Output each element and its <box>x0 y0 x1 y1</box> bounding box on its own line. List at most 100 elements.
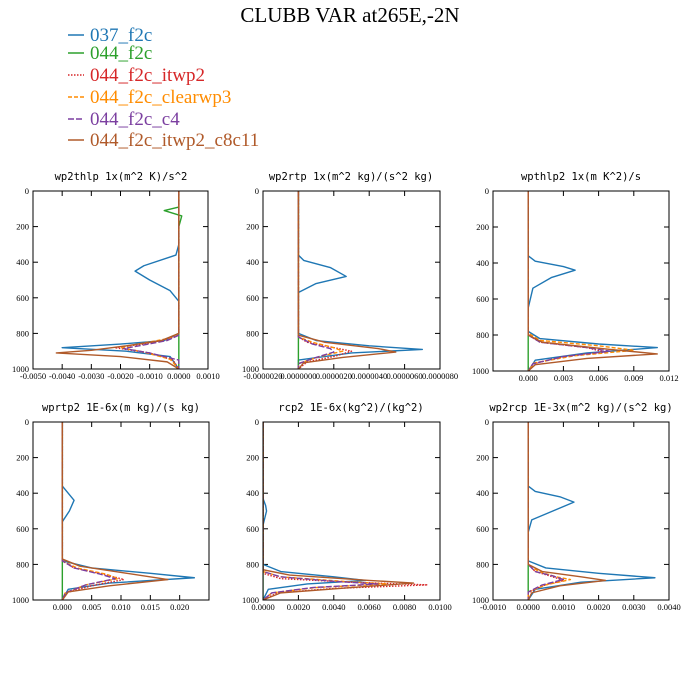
series-line-044-f2c-c4 <box>297 191 335 369</box>
y-tick-label: 0 <box>485 186 489 196</box>
y-tick-label: 200 <box>476 453 489 463</box>
y-tick-label: 600 <box>246 293 259 303</box>
series-line-044-f2c-c4 <box>122 191 180 369</box>
y-tick-label: 800 <box>246 328 259 338</box>
x-tick-label: 0.010 <box>111 602 130 612</box>
x-tick-label: 0.000 <box>519 373 538 383</box>
y-tick-label: 800 <box>16 328 29 338</box>
y-tick-label: 1000 <box>242 364 259 374</box>
x-tick-label: -0.0000020 <box>244 371 283 381</box>
series-line-044-f2c-itwp2-c8c11 <box>61 422 169 600</box>
x-tick-label: -0.0040 <box>49 371 75 381</box>
x-tick-label: 0.0000 <box>517 602 540 612</box>
y-tick-label: 0 <box>25 186 29 196</box>
x-tick-label: 0.003 <box>554 373 573 383</box>
x-tick-label: 0.0000060 <box>387 371 423 381</box>
figure-title: CLUBB VAR at265E,-2N <box>240 3 459 27</box>
x-tick-label: 0.0010 <box>196 371 219 381</box>
x-tick-label: 0.0000 <box>167 371 190 381</box>
y-tick-label: 600 <box>16 293 29 303</box>
x-tick-label: -0.0050 <box>20 371 46 381</box>
y-tick-label: 200 <box>476 222 489 232</box>
series-line-044-f2c-itwp2 <box>527 191 606 371</box>
series-line-044-f2c-itwp2 <box>263 422 429 600</box>
y-tick-label: 800 <box>476 330 489 340</box>
series-group <box>61 422 196 600</box>
y-tick-label: 400 <box>476 258 489 268</box>
y-tick-label: 1000 <box>242 595 259 605</box>
legend-label-044-f2c-c4: 044_f2c_c4 <box>90 109 180 130</box>
series-line-044-f2c-c4 <box>263 422 379 600</box>
x-tick-label: 0.020 <box>170 602 189 612</box>
x-tick-label: 0.0000040 <box>351 371 387 381</box>
panel-title: rcp2 1E-6x(kg^2)/(kg^2) <box>278 402 423 414</box>
legend-label-044-f2c-itwp2: 044_f2c_itwp2 <box>90 65 205 86</box>
legend-label-044-f2c: 044_f2c <box>90 43 152 64</box>
x-tick-label: 0.0040 <box>322 602 345 612</box>
panel-6: wp2rcp 1E-3x(m^2 kg)/(s^2 kg)0 200 400 600 8… <box>472 402 681 612</box>
panel-3: wpthlp2 1x(m K^2)/s 0 200 400 600 800 1000 0.00… <box>472 171 679 383</box>
x-tick-label: 0.0030 <box>622 602 645 612</box>
y-tick-label: 800 <box>476 559 489 569</box>
series-group <box>527 422 656 600</box>
panel-title: wpthlp2 1x(m K^2)/s <box>521 171 641 183</box>
panel-4: wprtp2 1E-6x(m kg)/(s kg) 0 200 400 600 800 10… <box>12 402 210 612</box>
plot-frame <box>32 190 209 370</box>
x-tick-label: 0.0010 <box>552 602 575 612</box>
x-tick-label: 0.0020 <box>287 602 310 612</box>
x-tick-label: 0.0040 <box>657 602 680 612</box>
plot-frame <box>492 190 670 372</box>
panel-2: wp2rtp 1x(m^2 kg)/(s^2 kg) 0 200 400 600 800 1… <box>242 171 458 381</box>
x-tick-label: 0.005 <box>82 602 101 612</box>
panel-title: wp2rcp 1E-3x(m^2 kg)/(s^2 kg) <box>489 402 672 414</box>
y-tick-label: 600 <box>246 524 259 534</box>
panel-1: wp2thlp 1x(m^2 K)/s^202004006008001000-0… <box>12 171 220 381</box>
x-tick-label: 0.006 <box>589 373 608 383</box>
y-tick-label: 0 <box>255 186 259 196</box>
y-tick-label: 0 <box>25 417 29 427</box>
y-tick-label: 400 <box>246 488 259 498</box>
y-tick-label: 1000 <box>472 366 489 376</box>
x-tick-label: -0.0010 <box>480 602 506 612</box>
x-tick-label: 0.012 <box>659 373 678 383</box>
panel-title: wp2rtp 1x(m^2 kg)/(s^2 kg) <box>269 171 433 183</box>
y-tick-label: 600 <box>476 294 489 304</box>
legend-label-044-f2c-itwp2-c8c11: 044_f2c_itwp2_c8c11 <box>90 130 259 151</box>
legend-label-037-f2c: 037_f2c <box>90 25 152 46</box>
x-tick-label: -0.0010 <box>137 371 163 381</box>
legend-label-044-f2c-clearwp3: 044_f2c_clearwp3 <box>90 87 231 108</box>
y-tick-label: 1000 <box>12 364 29 374</box>
panel-title: wprtp2 1E-6x(m kg)/(s kg) <box>42 402 200 414</box>
series-group <box>527 191 658 371</box>
y-tick-label: 200 <box>16 453 29 463</box>
y-tick-label: 200 <box>246 453 259 463</box>
series-line-044-f2c-itwp2-c8c11 <box>527 191 658 371</box>
y-tick-label: 400 <box>16 488 29 498</box>
y-tick-label: 0 <box>485 417 489 427</box>
panel-title: wp2thlp 1x(m^2 K)/s^2 <box>55 171 188 183</box>
x-tick-label: 0.000 <box>53 602 72 612</box>
series-line-044-f2c-itwp2-c8c11 <box>297 191 397 369</box>
series-line-044-f2c-itwp2-c8c11 <box>55 191 180 369</box>
plot-frame <box>32 421 210 601</box>
series-line-044-f2c-itwp2-c8c11 <box>527 422 607 600</box>
panels-group: wp2thlp 1x(m^2 K)/s^202004006008001000-0… <box>12 171 681 612</box>
x-tick-label: 0.0080 <box>393 602 416 612</box>
series-line-044-f2c-itwp2-c8c11 <box>263 422 415 600</box>
x-tick-label: 0.0000080 <box>422 371 458 381</box>
y-tick-label: 200 <box>16 222 29 232</box>
plot-frame <box>262 421 441 601</box>
plot-frame <box>262 190 441 370</box>
y-tick-label: 1000 <box>12 595 29 605</box>
y-tick-label: 400 <box>476 488 489 498</box>
series-group <box>263 422 429 600</box>
x-tick-label: 0.0100 <box>428 602 451 612</box>
legend: 037_f2c 044_f2c 044_f2c_itwp2 044_f2c_cl… <box>68 25 259 151</box>
y-tick-label: 1000 <box>472 595 489 605</box>
y-tick-label: 0 <box>255 417 259 427</box>
series-line-037-f2c <box>263 422 367 600</box>
y-tick-label: 800 <box>246 559 259 569</box>
x-tick-label: 0.009 <box>624 373 643 383</box>
plot-frame <box>492 421 670 601</box>
